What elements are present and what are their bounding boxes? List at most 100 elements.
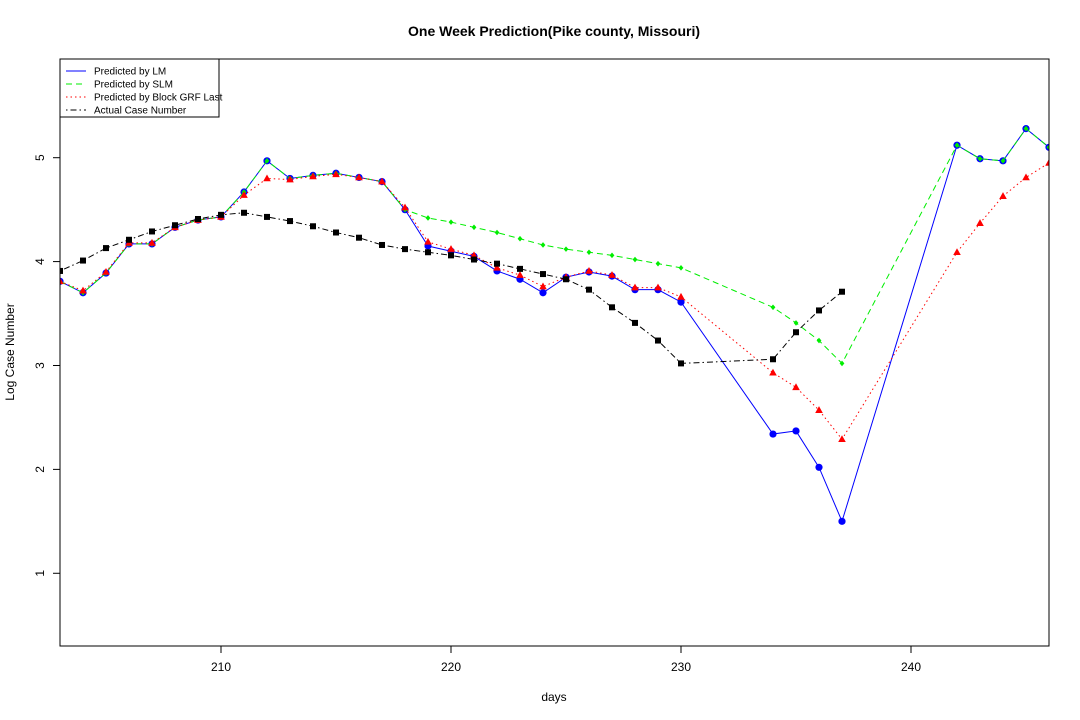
data-point (494, 229, 500, 236)
data-point (264, 213, 270, 220)
y-tick-label: 5 (33, 154, 47, 161)
data-point (677, 292, 685, 300)
data-point (655, 260, 661, 267)
data-point (609, 304, 615, 311)
data-point (609, 252, 615, 259)
data-point (402, 246, 408, 253)
series-layer (60, 125, 1049, 525)
data-point (655, 337, 661, 344)
legend: Predicted by LM Predicted by SLM Predicted… (59, 58, 223, 118)
series-line (60, 127, 1049, 523)
data-point (770, 304, 776, 311)
data-point (218, 211, 224, 218)
data-point (839, 360, 845, 367)
data-point (470, 251, 478, 259)
data-point (1000, 158, 1006, 164)
data-point (356, 234, 362, 241)
data-point (425, 215, 431, 221)
data-point (563, 276, 569, 283)
data-point (586, 286, 592, 293)
data-point (425, 249, 431, 256)
data-point (770, 356, 776, 363)
x-tick-label: 220 (441, 660, 461, 674)
data-point (839, 288, 845, 295)
series-line (60, 162, 1049, 441)
data-point (539, 289, 547, 297)
series-2 (60, 158, 1049, 443)
data-point (309, 172, 317, 180)
data-point (769, 368, 777, 376)
data-point (654, 283, 662, 291)
data-point (494, 260, 500, 267)
data-point (953, 248, 961, 256)
data-point (677, 298, 685, 306)
data-point (264, 158, 270, 164)
data-point (241, 209, 247, 216)
data-point (632, 256, 638, 263)
data-point (1046, 144, 1049, 151)
data-point (172, 222, 178, 229)
data-point (631, 283, 639, 291)
data-point (60, 277, 64, 285)
data-point (838, 517, 846, 525)
legend-entry: Predicted by Block GRF Last (94, 93, 223, 104)
data-point (816, 337, 822, 344)
data-point (977, 155, 983, 162)
y-axis-label: Log Case Number (3, 303, 17, 400)
plot-frame (59, 58, 1050, 647)
data-point (792, 383, 800, 391)
data-point (816, 307, 822, 314)
data-point (586, 249, 592, 256)
data-point (539, 282, 547, 290)
legend-entry: Predicted by LM (94, 67, 166, 78)
data-point (517, 265, 523, 272)
data-point (585, 266, 593, 274)
data-point (263, 174, 271, 182)
data-point (517, 235, 523, 242)
legend-entry: Predicted by SLM (94, 80, 173, 91)
data-point (80, 257, 86, 264)
x-tick-label: 230 (671, 660, 691, 674)
data-point (379, 241, 385, 248)
data-point (378, 177, 386, 185)
data-point (999, 192, 1007, 199)
data-point (792, 427, 800, 435)
data-point (195, 215, 201, 222)
data-point (954, 142, 960, 149)
data-point (1045, 158, 1049, 166)
data-point (424, 237, 432, 245)
data-point (333, 229, 339, 236)
data-point (769, 430, 777, 438)
data-point (102, 267, 110, 275)
data-point (287, 218, 293, 225)
data-point (79, 286, 87, 294)
data-point (447, 245, 455, 252)
series-0 (60, 125, 1049, 525)
series-line (60, 212, 843, 364)
data-point (976, 219, 984, 226)
data-point (493, 263, 501, 271)
y-tick-label: 1 (33, 570, 47, 577)
data-point (471, 256, 477, 263)
data-point (1023, 125, 1029, 132)
axes-layer: 210 220 230 240 1 2 3 4 5 (33, 154, 921, 674)
data-point (148, 238, 156, 246)
data-point (1022, 173, 1030, 181)
x-axis-label: days (541, 690, 566, 704)
data-point (126, 236, 132, 243)
data-point (632, 319, 638, 326)
x-tick-label: 240 (901, 660, 921, 674)
data-point (815, 406, 823, 413)
data-point (332, 170, 340, 178)
chart-title: One Week Prediction(Pike county, Missour… (408, 23, 700, 39)
y-tick-label: 3 (33, 362, 47, 369)
data-point (678, 265, 684, 271)
data-point (286, 175, 294, 183)
legend-box (59, 58, 220, 118)
data-point (240, 191, 248, 198)
data-point (103, 245, 109, 252)
data-point (678, 360, 684, 367)
data-point (540, 271, 546, 278)
data-point (838, 435, 846, 443)
